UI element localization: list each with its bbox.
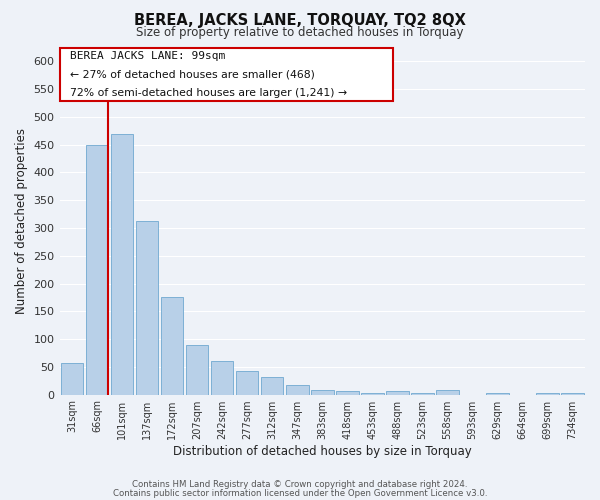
Bar <box>336 390 359 394</box>
X-axis label: Distribution of detached houses by size in Torquay: Distribution of detached houses by size … <box>173 444 472 458</box>
Bar <box>86 144 109 394</box>
Bar <box>211 362 233 394</box>
Bar <box>61 363 83 394</box>
Text: ← 27% of detached houses are smaller (468): ← 27% of detached houses are smaller (46… <box>70 69 315 79</box>
Text: Contains HM Land Registry data © Crown copyright and database right 2024.: Contains HM Land Registry data © Crown c… <box>132 480 468 489</box>
FancyBboxPatch shape <box>59 48 393 102</box>
Bar <box>261 377 283 394</box>
Text: Contains public sector information licensed under the Open Government Licence v3: Contains public sector information licen… <box>113 488 487 498</box>
Bar <box>111 134 133 394</box>
Bar <box>161 298 184 394</box>
Text: 72% of semi-detached houses are larger (1,241) →: 72% of semi-detached houses are larger (… <box>70 88 347 98</box>
Bar <box>186 344 208 395</box>
Bar <box>311 390 334 394</box>
Bar <box>436 390 458 394</box>
Text: BEREA JACKS LANE: 99sqm: BEREA JACKS LANE: 99sqm <box>70 51 226 61</box>
Bar <box>136 222 158 394</box>
Text: Size of property relative to detached houses in Torquay: Size of property relative to detached ho… <box>136 26 464 39</box>
Y-axis label: Number of detached properties: Number of detached properties <box>15 128 28 314</box>
Bar <box>286 385 308 394</box>
Text: BEREA, JACKS LANE, TORQUAY, TQ2 8QX: BEREA, JACKS LANE, TORQUAY, TQ2 8QX <box>134 12 466 28</box>
Bar <box>561 393 584 394</box>
Bar <box>386 390 409 394</box>
Bar <box>236 372 259 394</box>
